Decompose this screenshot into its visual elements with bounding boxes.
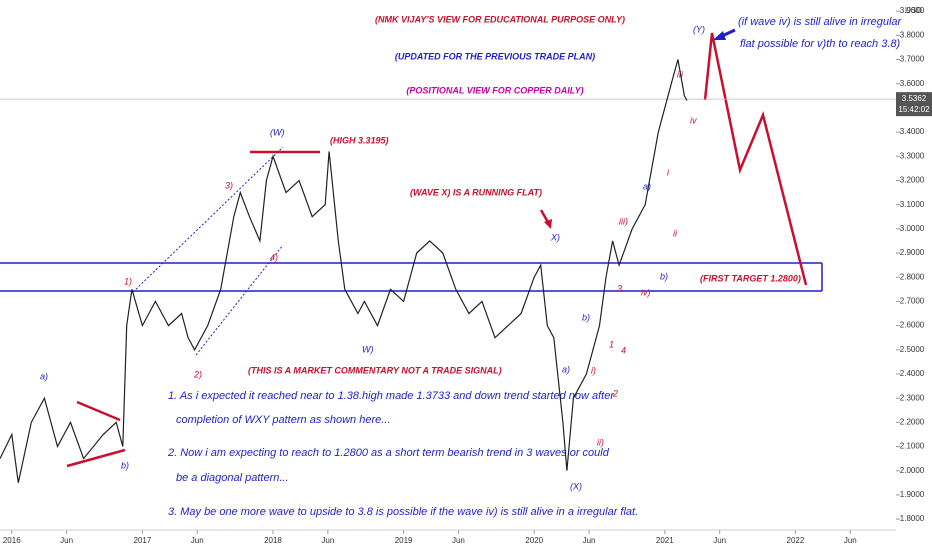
note: be a diagonal pattern... — [176, 472, 289, 484]
wave-label: X) — [550, 232, 560, 242]
wave-label: (W) — [270, 127, 285, 137]
y-tick-label: 1.9000 — [900, 490, 925, 499]
y-tick-label: 3.1000 — [900, 200, 925, 209]
x-tick-label: 2020 — [525, 536, 543, 545]
y-tick-label: 3.3000 — [900, 151, 925, 160]
note: completion of WXY pattern as shown here.… — [176, 414, 390, 426]
last-price-tag — [896, 92, 932, 117]
y-tick-label: 3.6000 — [900, 79, 925, 88]
triangle-bottom — [66, 448, 126, 468]
y-tick-label: 2.7000 — [900, 297, 925, 306]
annotation: flat possible for v)th to reach 3.8) — [740, 38, 901, 50]
channel-bottom — [195, 244, 284, 356]
currency: USD — [905, 6, 922, 15]
triangle-top — [76, 400, 121, 422]
wave-label: iii) — [619, 216, 628, 226]
wave-label: b) — [121, 460, 129, 470]
countdown: 15:42:02 — [898, 105, 930, 114]
y-tick-label: 2.3000 — [900, 393, 925, 402]
price-line — [0, 59, 688, 483]
y-tick-label: 2.8000 — [900, 272, 925, 281]
wave-label: 4 — [621, 345, 626, 355]
last-price-label: 3.5362 — [902, 94, 927, 103]
annotation: (if wave iv) is still alive in irregular — [738, 16, 903, 28]
wave-label: iv — [690, 115, 697, 125]
wave-label: 3) — [225, 180, 233, 190]
note: 1. As i expected it reached near to 1.38… — [168, 390, 615, 402]
note: 3. May be one more wave to upside to 3.8… — [168, 506, 638, 518]
y-tick-label: 3.7000 — [900, 55, 925, 64]
annotation: (WAVE X) IS A RUNNING FLAT) — [410, 187, 542, 197]
wave-label: 4) — [270, 252, 278, 262]
wave-label: iv) — [641, 287, 651, 297]
annotation: (POSITIONAL VIEW FOR COPPER DAILY) — [406, 85, 583, 95]
wave-label: 1 — [609, 339, 614, 349]
wave-label: 2 — [612, 388, 618, 398]
y-tick-label: 3.8000 — [900, 30, 925, 39]
wave-label: i — [667, 167, 670, 177]
wave-label: 1) — [124, 276, 132, 286]
wave-label: a) — [562, 364, 570, 374]
y-tick-label: 2.2000 — [900, 417, 925, 426]
drawings — [0, 28, 823, 468]
blue-arrow-head — [713, 31, 726, 40]
x-tick-label: 2018 — [264, 536, 282, 545]
wave-label: 2) — [193, 369, 202, 379]
note: 2. Now i am expecting to reach to 1.2800… — [167, 447, 610, 459]
wave-label: (Y) — [693, 24, 705, 34]
x-tick-label: Jun — [844, 536, 857, 545]
y-tick-label: 2.4000 — [900, 369, 925, 378]
wave-label: a) — [643, 181, 651, 191]
wave-label: b) — [582, 312, 590, 322]
projection — [703, 32, 808, 286]
y-tick-label: 2.6000 — [900, 321, 925, 330]
y-tick-label: 2.9000 — [900, 248, 925, 257]
wave-label: ii — [673, 228, 678, 238]
wave-label: 3 — [617, 283, 622, 293]
x-tick-label: Jun — [321, 536, 334, 545]
y-tick-label: 2.5000 — [900, 345, 925, 354]
x-tick-label: Jun — [60, 536, 73, 545]
x-tick-label: Jun — [191, 536, 204, 545]
annotation: (FIRST TARGET 1.2800) — [700, 273, 801, 283]
x-tick-label: Jun — [583, 536, 596, 545]
wave-label: a) — [40, 371, 48, 381]
y-tick-label: 2.0000 — [900, 466, 925, 475]
x-tick-label: 2022 — [787, 536, 805, 545]
x-tick-label: 2017 — [133, 536, 151, 545]
wave-label: b) — [660, 271, 668, 281]
annotation: (UPDATED FOR THE PREVIOUS TRADE PLAN) — [395, 51, 595, 61]
y-tick-label: 3.4000 — [900, 127, 925, 136]
y-tick-label: 2.1000 — [900, 442, 925, 451]
y-tick-label: 3.2000 — [900, 176, 925, 185]
annotation: (NMK VIJAY'S VIEW FOR EDUCATIONAL PURPOS… — [375, 14, 625, 24]
x-tick-label: 2019 — [395, 536, 413, 545]
wave-label: W) — [362, 344, 374, 354]
x-tick-label: Jun — [452, 536, 465, 545]
wave-label: i) — [591, 365, 596, 375]
annotation: (THIS IS A MARKET COMMENTARY NOT A TRADE… — [248, 365, 502, 375]
x-tick-label: 2016 — [3, 536, 21, 545]
annotation: (HIGH 3.3195) — [330, 135, 389, 145]
channel-top — [132, 146, 284, 293]
red-arrow-head — [544, 219, 552, 229]
y-tick-label: 1.8000 — [900, 514, 925, 523]
wave-label: (X) — [570, 481, 582, 491]
wave-label: ii) — [597, 437, 604, 447]
x-tick-label: Jun — [713, 536, 726, 545]
x-tick-label: 2021 — [656, 536, 674, 545]
annotations: (NMK VIJAY'S VIEW FOR EDUCATIONAL PURPOS… — [167, 14, 903, 518]
y-tick-label: 3.0000 — [900, 224, 925, 233]
y-tick-label: 3.9000 — [900, 6, 925, 15]
